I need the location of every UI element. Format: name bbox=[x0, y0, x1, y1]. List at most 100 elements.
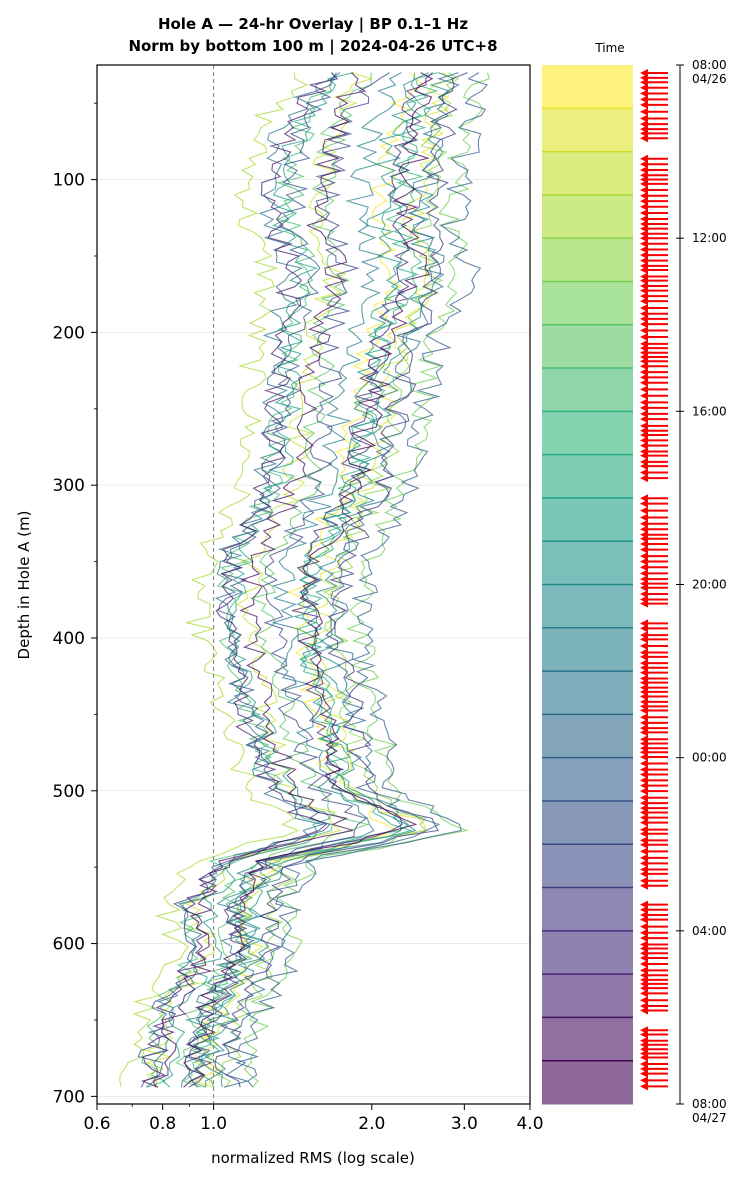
colorbar-band bbox=[542, 454, 633, 499]
time-marker-head bbox=[640, 100, 648, 109]
time-marker-head bbox=[640, 276, 648, 285]
series-line bbox=[217, 72, 460, 1088]
y-tick-label: 600 bbox=[53, 935, 85, 955]
time-marker-head bbox=[640, 179, 648, 188]
colorbar-band bbox=[542, 1060, 633, 1105]
time-marker-head bbox=[640, 441, 648, 450]
time-marker-head bbox=[640, 818, 648, 827]
time-marker-head bbox=[640, 468, 648, 477]
x-tick-label: 0.8 bbox=[149, 1114, 176, 1134]
time-marker-head bbox=[640, 154, 648, 163]
colorbar-tick-label: 08:00 bbox=[692, 1097, 727, 1111]
colorbar-band bbox=[542, 844, 633, 889]
time-marker-head bbox=[640, 706, 648, 715]
time-marker-head bbox=[640, 552, 648, 561]
time-marker-head bbox=[640, 1030, 648, 1039]
colorbar-bands bbox=[542, 65, 633, 1105]
time-marker-head bbox=[640, 770, 648, 779]
time-marker-head bbox=[640, 905, 648, 914]
time-marker-head bbox=[640, 759, 648, 768]
time-marker-head bbox=[640, 692, 648, 701]
colorbar-band bbox=[542, 497, 633, 542]
time-marker-head bbox=[640, 134, 648, 143]
time-marker-head bbox=[640, 256, 648, 265]
colorbar-label: Time bbox=[594, 41, 624, 55]
time-marker-head bbox=[640, 462, 648, 471]
series-line bbox=[214, 72, 468, 1088]
time-marker-head bbox=[640, 309, 648, 318]
time-colorbar: 08:0004/2612:0016:0020:0000:0004:0008:00… bbox=[542, 41, 727, 1125]
time-marker-head bbox=[640, 1006, 648, 1015]
time-marker-head bbox=[640, 781, 648, 790]
colorbar-band bbox=[542, 1017, 633, 1062]
time-marker-head bbox=[640, 191, 648, 200]
time-marker-head bbox=[640, 539, 648, 548]
colorbar-tick-label: 04/27 bbox=[692, 1111, 727, 1125]
time-marker-head bbox=[640, 245, 648, 254]
series-line bbox=[183, 72, 434, 1088]
time-marker-head bbox=[640, 829, 648, 838]
y-tick-label: 300 bbox=[53, 476, 85, 496]
time-marker-head bbox=[640, 286, 648, 295]
time-marker-head bbox=[640, 320, 648, 329]
series-lines bbox=[119, 72, 490, 1088]
y-axis-label: Depth in Hole A (m) bbox=[15, 511, 33, 660]
time-marker-head bbox=[640, 83, 648, 92]
time-marker-head bbox=[640, 853, 648, 862]
time-marker-head bbox=[640, 840, 648, 849]
series-line bbox=[235, 72, 488, 1088]
time-marker-head bbox=[640, 589, 648, 598]
time-marker-head bbox=[640, 859, 648, 868]
series-line bbox=[161, 72, 354, 1088]
time-marker-head bbox=[640, 900, 648, 909]
time-marker-head bbox=[640, 391, 648, 400]
y-tick-label: 500 bbox=[53, 782, 85, 802]
time-marker-head bbox=[640, 922, 648, 931]
time-marker-head bbox=[640, 728, 648, 737]
colorbar-band bbox=[542, 238, 633, 282]
time-marker-head bbox=[640, 430, 648, 439]
colorbar-band bbox=[542, 930, 633, 975]
time-marker-head bbox=[640, 984, 648, 993]
time-marker-head bbox=[640, 624, 648, 633]
series-line bbox=[119, 72, 309, 1088]
time-marker-head bbox=[640, 847, 648, 856]
colorbar-tick-label: 04/26 bbox=[692, 72, 727, 86]
time-marker-head bbox=[640, 474, 648, 483]
time-marker-head bbox=[640, 202, 648, 211]
y-tick-label: 400 bbox=[53, 629, 85, 649]
colorbar-band bbox=[542, 584, 633, 629]
time-marker-head bbox=[640, 186, 648, 195]
time-marker-head bbox=[640, 989, 648, 998]
series-line bbox=[188, 72, 433, 1088]
time-marker-head bbox=[640, 1069, 648, 1078]
time-marker-head bbox=[640, 499, 648, 508]
time-marker-head bbox=[640, 114, 648, 123]
time-marker-head bbox=[640, 362, 648, 371]
series-line bbox=[137, 72, 341, 1088]
time-marker-head bbox=[640, 1076, 648, 1085]
colorbar-band bbox=[542, 627, 633, 672]
time-marker-head bbox=[640, 239, 648, 248]
time-marker-head bbox=[640, 403, 648, 412]
colorbar-ticks: 08:0004/2612:0016:0020:0000:0004:0008:00… bbox=[676, 58, 727, 1125]
x-tick-label: 2.0 bbox=[358, 1114, 385, 1134]
colorbar-band bbox=[542, 194, 633, 239]
colorbar-band bbox=[542, 757, 633, 802]
time-marker-head bbox=[640, 494, 648, 503]
time-marker-head bbox=[640, 668, 648, 677]
time-marker-head bbox=[640, 368, 648, 377]
time-marker-head bbox=[640, 326, 648, 335]
colorbar-band bbox=[542, 671, 633, 715]
series-line bbox=[191, 72, 429, 1088]
time-marker-head bbox=[640, 713, 648, 722]
colorbar-band bbox=[542, 151, 633, 196]
time-marker-head bbox=[640, 513, 648, 522]
colorbar-band bbox=[542, 108, 633, 153]
series-line bbox=[152, 72, 367, 1088]
time-marker-head bbox=[640, 881, 648, 890]
time-marker-head bbox=[640, 107, 648, 116]
time-marker-head bbox=[640, 1082, 648, 1091]
time-marker-head bbox=[640, 557, 648, 566]
time-marker-head bbox=[640, 398, 648, 407]
